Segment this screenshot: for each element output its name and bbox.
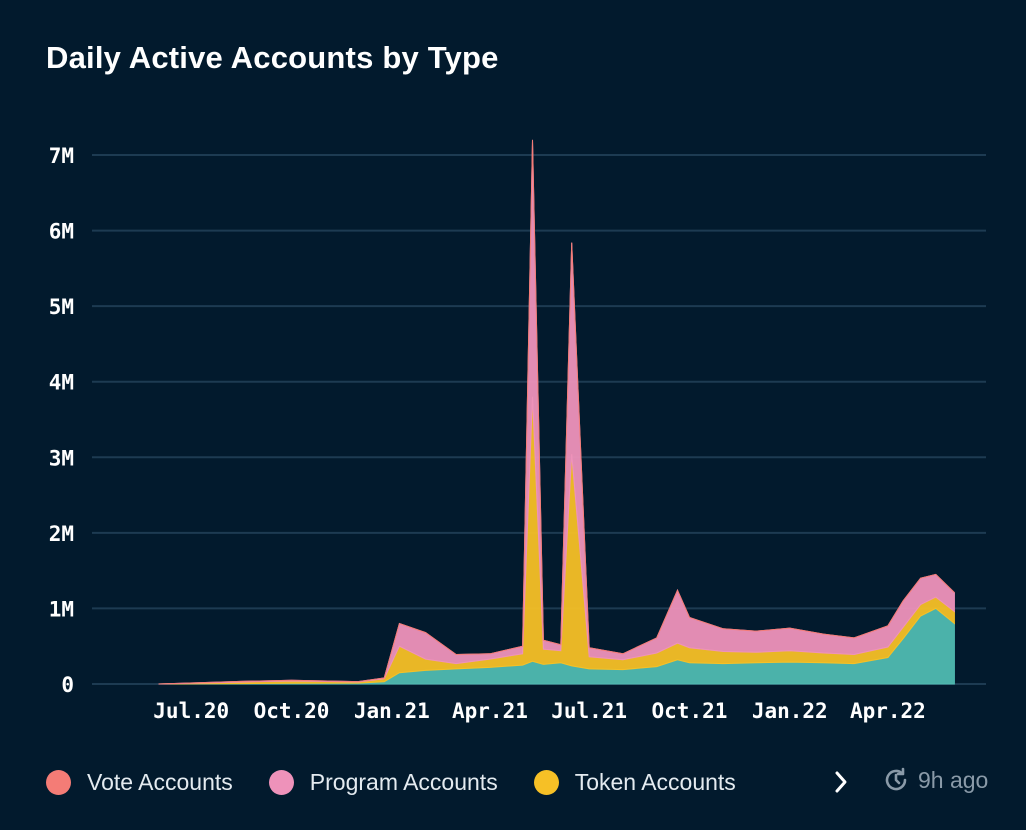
x-tick-label: Jul.21 <box>551 699 627 723</box>
legend-next-button[interactable] <box>830 768 852 796</box>
legend-label: Token Accounts <box>574 768 736 795</box>
clock-refresh-icon <box>885 767 907 791</box>
y-tick-label: 5M <box>49 295 74 319</box>
x-tick-label: Jan.21 <box>354 699 430 723</box>
last-updated: 9h ago <box>882 766 988 794</box>
chart-svg: 0 1M 2M 3M 4M 5M 6M 7M Jul.20 Oct.20 Jan.21 Apr.21… <box>49 139 986 723</box>
chart-title: Daily Active Accounts by Type <box>46 40 499 75</box>
updated-label: 9h ago <box>918 766 989 793</box>
legend: Vote Accounts Program Accounts Token Accou… <box>46 762 772 802</box>
area-layer <box>158 139 955 685</box>
legend-label: Program Accounts <box>309 768 498 795</box>
y-axis: 0 1M 2M 3M 4M 5M 6M 7M <box>49 144 74 697</box>
x-tick-label: Apr.22 <box>850 699 926 723</box>
legend-swatch <box>46 769 71 795</box>
x-tick-label: Oct.21 <box>652 699 728 723</box>
x-axis: Jul.20 Oct.20 Jan.21 Apr.21 Jul.21 Oct.21 Jan.… <box>153 699 926 723</box>
legend-item[interactable]: Program Accounts <box>268 768 498 796</box>
legend-item[interactable]: Token Accounts <box>533 768 736 796</box>
x-tick-label: Jul.20 <box>153 699 229 723</box>
x-tick-label: Oct.20 <box>254 699 330 723</box>
y-tick-label: 7M <box>49 144 74 168</box>
y-tick-label: 4M <box>49 371 74 395</box>
legend-swatch <box>533 769 559 795</box>
y-tick-label: 6M <box>49 220 74 244</box>
chevron-right-icon <box>835 771 847 793</box>
x-tick-label: Jan.22 <box>752 699 828 723</box>
area-series-vote-accounts <box>158 139 955 685</box>
legend-item[interactable]: Vote Accounts <box>46 769 233 796</box>
area-series-program-accounts <box>158 139 955 685</box>
y-tick-label: 2M <box>49 522 74 546</box>
x-tick-label: Apr.21 <box>452 699 528 723</box>
y-tick-label: 1M <box>49 597 74 621</box>
y-tick-label: 0 <box>61 673 74 697</box>
legend-label: Vote Accounts <box>87 768 233 795</box>
legend-swatch <box>268 769 294 795</box>
y-tick-label: 3M <box>49 446 74 470</box>
